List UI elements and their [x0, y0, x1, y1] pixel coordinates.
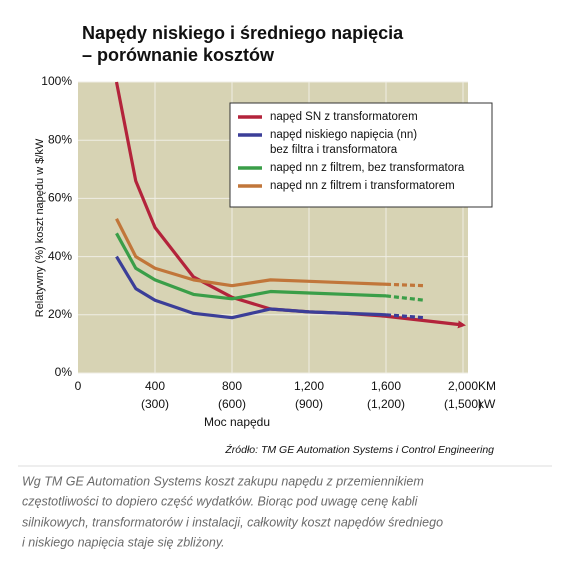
caption: silnikowych, transformatorów i instalacj…	[22, 515, 443, 529]
y-axis-label: Relatywny (%) koszt napędu w $/kW	[34, 138, 46, 317]
x-unit: KM	[478, 379, 496, 393]
caption: Wg TM GE Automation Systems koszt zakupu…	[22, 474, 424, 488]
caption: i niskiego napięcia staje się zbliżony.	[22, 535, 225, 549]
x2-tick-label: (300)	[141, 397, 169, 411]
series-line	[115, 255, 387, 320]
y-tick-label: 80%	[48, 132, 72, 146]
x-tick-label: 0	[75, 379, 82, 393]
series-line	[385, 313, 425, 320]
x-tick-label: 400	[145, 379, 165, 393]
y-tick-label: 100%	[41, 74, 72, 88]
series-line	[115, 232, 387, 301]
y-tick-label: 20%	[48, 307, 72, 321]
x-tick-label: 1,600	[371, 379, 401, 393]
series-line	[385, 282, 425, 288]
caption: częstotliwości to dopiero część wydatków…	[22, 494, 419, 508]
legend-label: bez filtra i transformatora	[270, 144, 398, 156]
x2-tick-label: (1,200)	[367, 397, 405, 411]
y-tick-label: 60%	[48, 191, 72, 205]
x-axis-label: Moc napędu	[204, 415, 270, 429]
chart-title: Napędy niskiego i średniego napięcia	[82, 23, 404, 43]
legend-box	[229, 102, 493, 208]
y-tick-label: 40%	[48, 249, 72, 263]
x-tick-label: 2,000	[448, 379, 478, 393]
legend-label: napęd nn z filtrem, bez transformatora	[270, 162, 465, 174]
x-tick-label: 1,200	[294, 379, 324, 393]
source: Źródło: TM GE Automation Systems i Contr…	[224, 443, 494, 456]
series-line	[385, 294, 425, 302]
x-tick-label: 800	[222, 379, 242, 393]
legend-label: napęd nn z filtrem i transformatorem	[270, 180, 455, 192]
x2-tick-label: (600)	[218, 397, 246, 411]
x2-tick-label: (900)	[295, 397, 323, 411]
series-line	[115, 218, 387, 288]
x2-tick-label: (1,500)	[444, 397, 482, 411]
legend-label: napęd SN z transformatorem	[270, 111, 418, 123]
x2-unit: kW	[478, 397, 496, 411]
legend-label: napęd niskiego napięcia (nn)	[270, 129, 417, 141]
y-tick-label: 0%	[55, 365, 73, 379]
chart-title: – porównanie kosztów	[82, 45, 275, 65]
